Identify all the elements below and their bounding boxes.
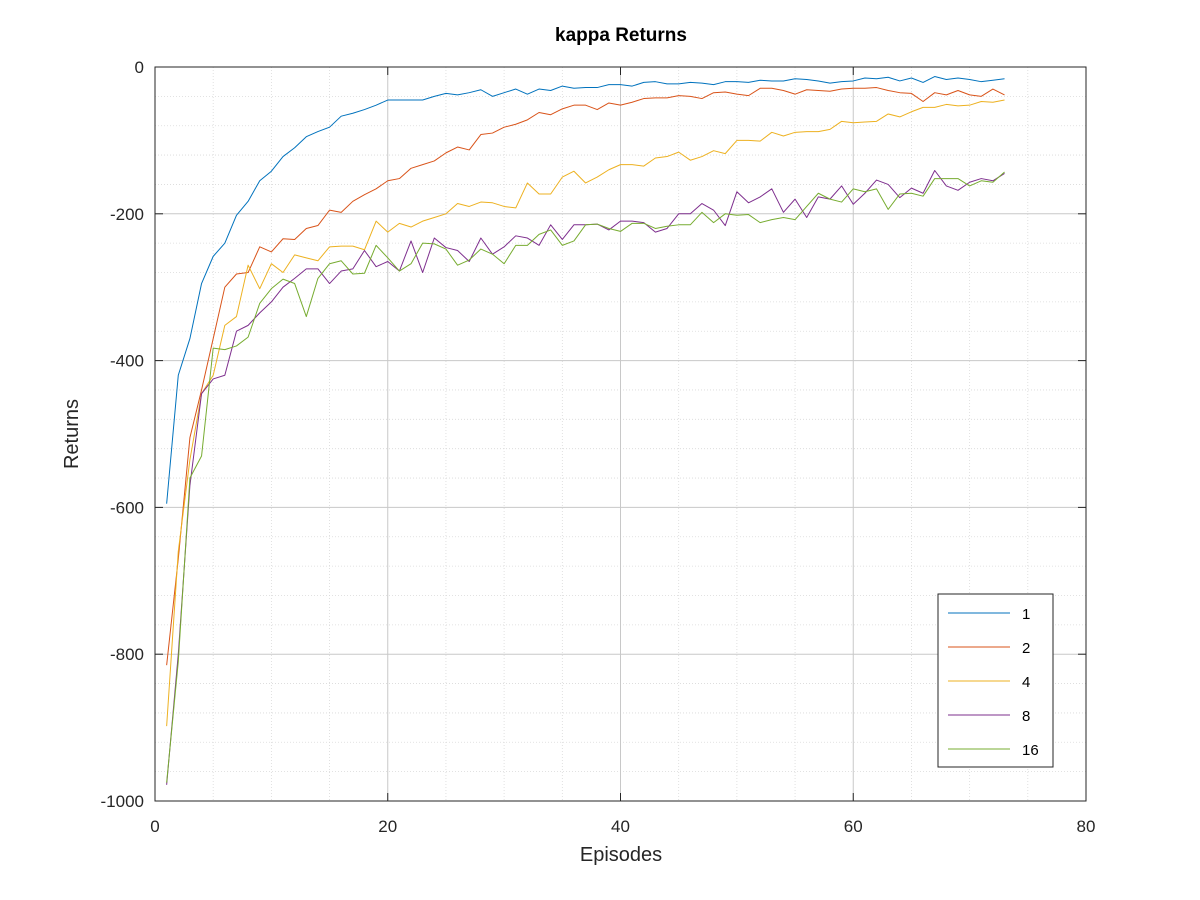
grid-layer xyxy=(154,66,1087,802)
x-tick-label: 60 xyxy=(844,817,863,836)
x-tick-label: 40 xyxy=(611,817,630,836)
x-axis-label: Episodes xyxy=(580,844,662,866)
ticks-layer: 0 20 40 60 80 0 -200 -400 -600 -800 -1000 xyxy=(101,58,1096,836)
legend-label-1: 1 xyxy=(1022,606,1030,623)
y-tick-label: -400 xyxy=(110,352,144,371)
chart-title: kappa Returns xyxy=(555,25,687,46)
series-line-2 xyxy=(166,87,1005,666)
x-tick-label: 0 xyxy=(150,817,159,836)
x-tick-label: 20 xyxy=(378,817,397,836)
legend-label-4: 4 xyxy=(1022,674,1030,691)
series-line-16 xyxy=(166,171,1005,783)
plot-area: 0 20 40 60 80 0 -200 -400 -600 -800 -1000 xyxy=(101,58,1096,836)
legend-label-8: 8 xyxy=(1022,708,1030,725)
y-tick-label: -600 xyxy=(110,498,144,517)
legend-label-2: 2 xyxy=(1022,640,1030,657)
legend-label-16: 16 xyxy=(1022,742,1039,759)
y-tick-label: -200 xyxy=(110,205,144,224)
series-line-1 xyxy=(166,76,1005,504)
y-tick-label: -800 xyxy=(110,645,144,664)
y-tick-label: 0 xyxy=(135,58,144,77)
y-axis-label: Returns xyxy=(61,399,83,469)
legend: 1 2 4 8 16 xyxy=(937,593,1054,768)
y-tick-label: -1000 xyxy=(101,792,144,811)
x-tick-label: 80 xyxy=(1077,817,1096,836)
series-line-4 xyxy=(166,99,1005,727)
lines-layer xyxy=(166,76,1005,785)
